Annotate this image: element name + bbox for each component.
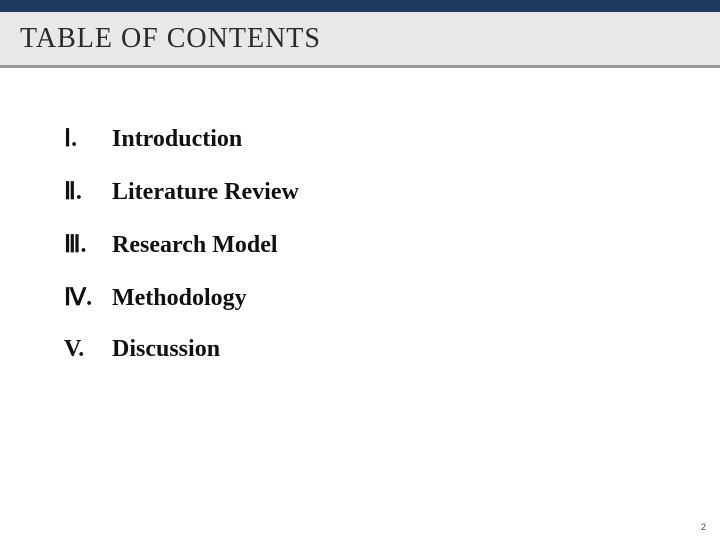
toc-item-4: Ⅳ. Methodology — [64, 283, 720, 312]
toc-item-1: Ⅰ. Introduction — [64, 124, 720, 153]
header-band: TABLE OF CONTENTS — [0, 12, 720, 68]
toc-numeral: Ⅳ. — [64, 283, 112, 312]
page-title: TABLE OF CONTENTS — [20, 23, 321, 55]
toc-item-5: V. Discussion — [64, 336, 720, 363]
toc-list: Ⅰ. Introduction Ⅱ. Literature Review Ⅲ. … — [64, 124, 720, 363]
toc-item-2: Ⅱ. Literature Review — [64, 177, 720, 206]
toc-numeral: Ⅱ. — [64, 177, 112, 206]
page-number: 2 — [701, 522, 706, 532]
top-accent-bar — [0, 0, 720, 12]
toc-label: Discussion — [112, 336, 220, 363]
toc-numeral: Ⅲ. — [64, 230, 112, 259]
toc-label: Research Model — [112, 232, 278, 259]
toc-label: Introduction — [112, 126, 242, 153]
toc-numeral: V. — [64, 336, 112, 363]
toc-label: Methodology — [112, 285, 247, 312]
toc-numeral: Ⅰ. — [64, 124, 112, 153]
toc-label: Literature Review — [112, 179, 299, 206]
toc-item-3: Ⅲ. Research Model — [64, 230, 720, 259]
